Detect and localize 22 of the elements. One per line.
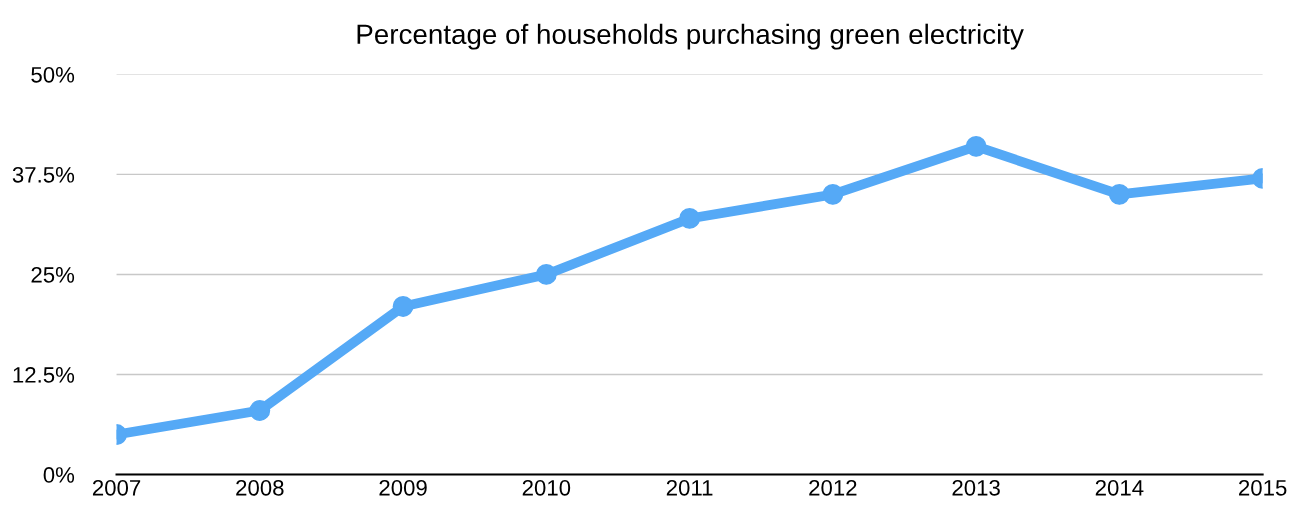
x-tick-label: 2015 xyxy=(1239,479,1287,496)
x-tick-label: 2010 xyxy=(522,479,571,496)
chart-title: Percentage of households purchasing green electricity xyxy=(357,23,1024,50)
point xyxy=(965,135,987,157)
point xyxy=(535,264,557,285)
x-tick-label: 2011 xyxy=(666,479,713,496)
point xyxy=(679,208,701,229)
x-tick-label: 2012 xyxy=(809,479,857,496)
y-tick-label: 25% xyxy=(31,266,75,283)
point xyxy=(1108,184,1130,205)
x-tick-label: 2008 xyxy=(236,479,284,496)
point xyxy=(249,400,271,421)
y-tick-label: 12.5% xyxy=(13,367,75,383)
point xyxy=(822,184,844,205)
y-tick-label: 0% xyxy=(43,467,75,483)
x-tick-label: 2009 xyxy=(379,479,427,496)
y-tick-label: 37.5% xyxy=(12,166,75,183)
x-tick-label: 2013 xyxy=(952,479,1000,496)
y-tick-label: 50% xyxy=(31,66,75,83)
x-tick-label: 2007 xyxy=(92,479,141,496)
point xyxy=(392,296,414,317)
x-tick-label: 2014 xyxy=(1095,479,1144,496)
